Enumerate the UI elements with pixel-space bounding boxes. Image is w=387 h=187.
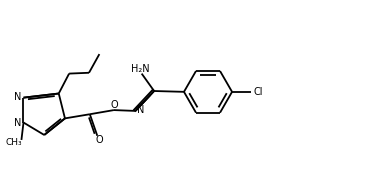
- Text: CH₃: CH₃: [6, 138, 22, 147]
- Text: O: O: [111, 100, 118, 110]
- Text: N: N: [14, 118, 21, 128]
- Text: N: N: [14, 92, 21, 102]
- Text: O: O: [96, 135, 103, 145]
- Text: Cl: Cl: [253, 87, 263, 97]
- Text: N: N: [137, 105, 144, 115]
- Text: H₂N: H₂N: [131, 64, 149, 74]
